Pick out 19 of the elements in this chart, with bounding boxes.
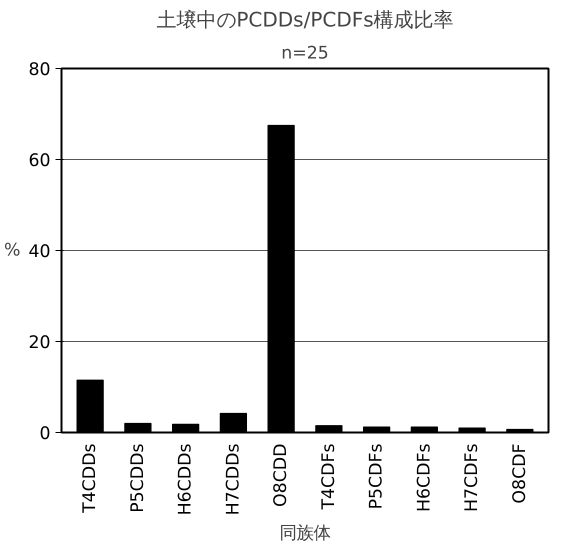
y-axis-title: % [4, 240, 20, 260]
x-tick-label: H6CDFs [414, 443, 434, 512]
chart-subtitle: n=25 [281, 44, 329, 64]
x-tick-label: T4CDDs [80, 443, 100, 514]
y-tick-label: 20 [28, 333, 51, 353]
x-tick-label: O8CDF [510, 443, 530, 504]
x-tick-label: H7CDDs [223, 443, 244, 516]
y-tick-label: 60 [28, 151, 51, 171]
x-tick-label: P5CDFs [366, 443, 387, 510]
x-tick-label: O8CDD [271, 443, 292, 507]
chart-title: 土壌中のPCDDs/PCDFs構成比率 [156, 8, 454, 32]
y-tick-label: 80 [28, 60, 51, 80]
x-axis-title: 同族体 [280, 523, 330, 544]
y-tick-label: 0 [39, 424, 51, 444]
x-tick-label: H7CDFs [462, 443, 482, 512]
x-tick-label: H6CDDs [176, 443, 196, 516]
x-tick-label: P5CDDs [128, 443, 148, 513]
y-tick-label: 40 [28, 242, 51, 262]
x-tick-label: T4CDFs [318, 444, 339, 511]
